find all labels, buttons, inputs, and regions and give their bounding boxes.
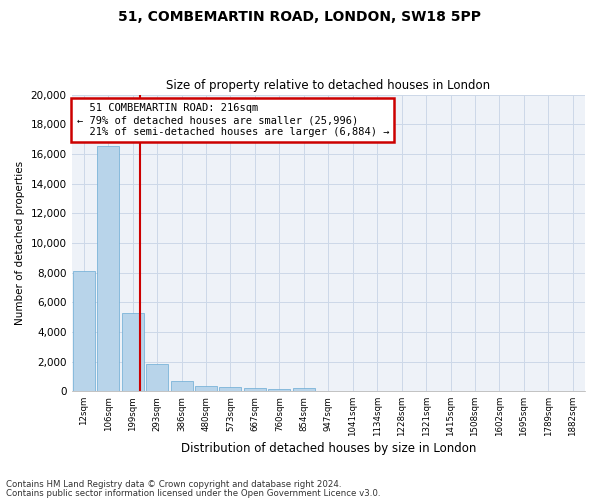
- Bar: [146, 364, 168, 391]
- Bar: [268, 389, 290, 391]
- Bar: [97, 146, 119, 391]
- Text: 51, COMBEMARTIN ROAD, LONDON, SW18 5PP: 51, COMBEMARTIN ROAD, LONDON, SW18 5PP: [119, 10, 482, 24]
- Bar: [170, 381, 193, 391]
- Bar: [293, 388, 315, 391]
- Text: 51 COMBEMARTIN ROAD: 216sqm
← 79% of detached houses are smaller (25,996)
  21% : 51 COMBEMARTIN ROAD: 216sqm ← 79% of det…: [77, 104, 389, 136]
- X-axis label: Distribution of detached houses by size in London: Distribution of detached houses by size …: [181, 442, 476, 455]
- Bar: [122, 312, 143, 391]
- Y-axis label: Number of detached properties: Number of detached properties: [15, 161, 25, 325]
- Title: Size of property relative to detached houses in London: Size of property relative to detached ho…: [166, 79, 490, 92]
- Bar: [195, 386, 217, 391]
- Bar: [244, 388, 266, 391]
- Text: Contains public sector information licensed under the Open Government Licence v3: Contains public sector information licen…: [6, 488, 380, 498]
- Bar: [73, 271, 95, 391]
- Text: Contains HM Land Registry data © Crown copyright and database right 2024.: Contains HM Land Registry data © Crown c…: [6, 480, 341, 489]
- Bar: [220, 387, 241, 391]
